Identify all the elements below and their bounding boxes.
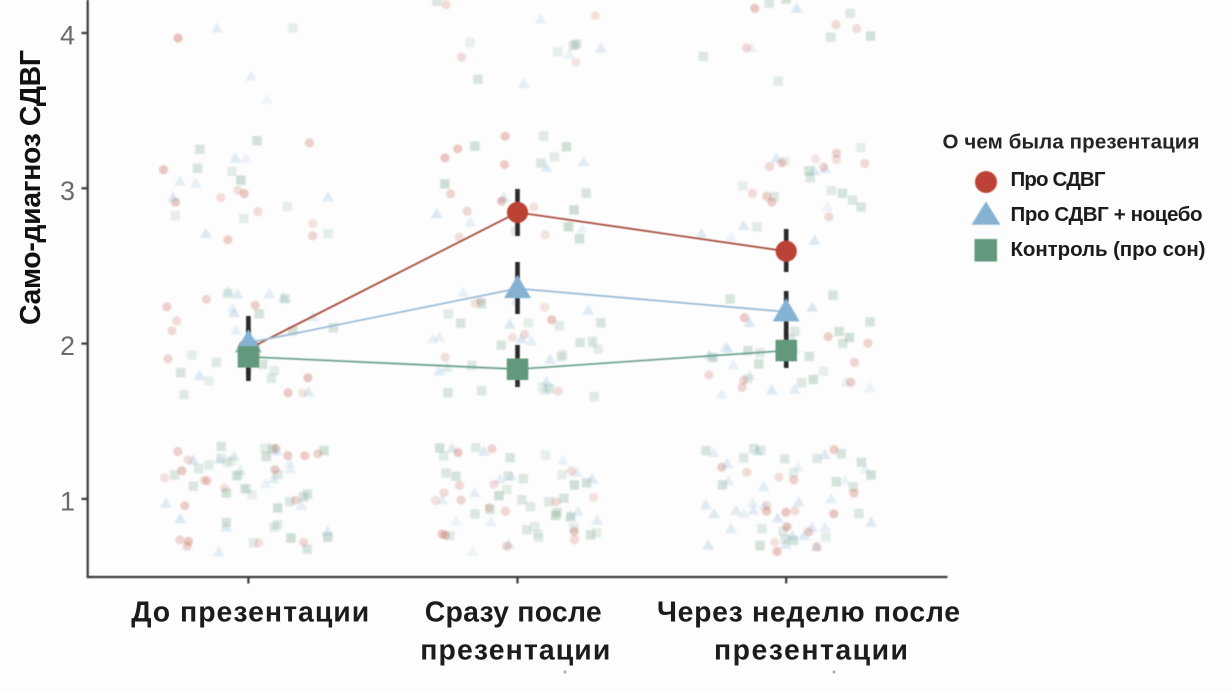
svg-text:презентации: презентации bbox=[714, 635, 908, 667]
svg-text:О чем была презентация: О чем была презентация bbox=[943, 131, 1200, 154]
svg-text:Само-диагноз СДВГ: Само-диагноз СДВГ bbox=[15, 50, 47, 325]
svg-text:Про СДВГ: Про СДВГ bbox=[1011, 168, 1106, 191]
svg-text:До презентации: До презентации bbox=[131, 597, 369, 629]
svg-text:Сразу после: Сразу после bbox=[425, 597, 602, 629]
svg-text:Про СДВГ + ноцебо: Про СДВГ + ноцебо bbox=[1011, 203, 1203, 226]
svg-text:Контроль (про сон): Контроль (про сон) bbox=[1011, 238, 1206, 261]
svg-text:3: 3 bbox=[60, 176, 75, 206]
svg-text:1: 1 bbox=[60, 486, 75, 516]
svg-text:презентации: презентации bbox=[420, 635, 610, 667]
svg-text:2: 2 bbox=[60, 331, 75, 361]
svg-text:Через неделю после: Через неделю после bbox=[657, 597, 960, 629]
svg-text:4: 4 bbox=[60, 21, 75, 51]
